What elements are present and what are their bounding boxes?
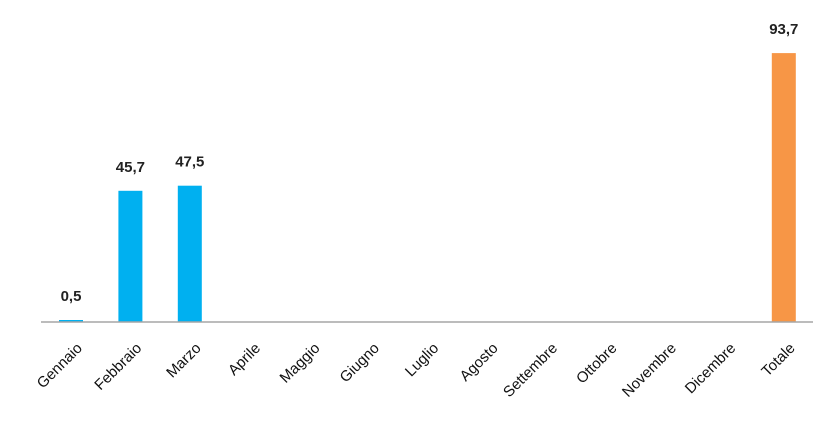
x-tick-label-giugno: Giugno bbox=[337, 340, 383, 386]
x-tick-label-totale: Totale bbox=[758, 340, 798, 380]
x-tick-labels-group: Gennaio Febbraio Marzo Aprile Maggio Giugno Lu… bbox=[34, 340, 799, 401]
x-tick-label-agosto: Agosto bbox=[457, 340, 502, 385]
x-tick-label-febbraio: Febbraio bbox=[91, 340, 145, 394]
x-tick-label-settembre: Settembre bbox=[500, 340, 561, 401]
value-labels-group: 0,5 45,7 47,5 93,7 bbox=[61, 21, 799, 305]
bar-febbraio bbox=[118, 190, 143, 322]
bar-totale bbox=[771, 53, 796, 322]
bars-group bbox=[59, 53, 796, 322]
x-tick-label-marzo: Marzo bbox=[163, 340, 204, 381]
bar-gennaio bbox=[59, 320, 83, 322]
value-label-marzo: 47,5 bbox=[175, 154, 204, 171]
x-tick-label-gennaio: Gennaio bbox=[34, 340, 86, 392]
x-tick-label-maggio: Maggio bbox=[277, 340, 324, 387]
value-label-febbraio: 45,7 bbox=[116, 159, 145, 176]
x-tick-label-novembre: Novembre bbox=[619, 340, 680, 401]
bar-marzo bbox=[177, 185, 202, 322]
x-tick-label-ottobre: Ottobre bbox=[573, 340, 620, 387]
x-tick-label-luglio: Luglio bbox=[402, 340, 442, 380]
x-tick-label-aprile: Aprile bbox=[225, 340, 264, 379]
value-label-totale: 93,7 bbox=[769, 21, 798, 38]
x-tick-label-dicembre: Dicembre bbox=[682, 340, 739, 397]
value-label-gennaio: 0,5 bbox=[61, 288, 82, 305]
